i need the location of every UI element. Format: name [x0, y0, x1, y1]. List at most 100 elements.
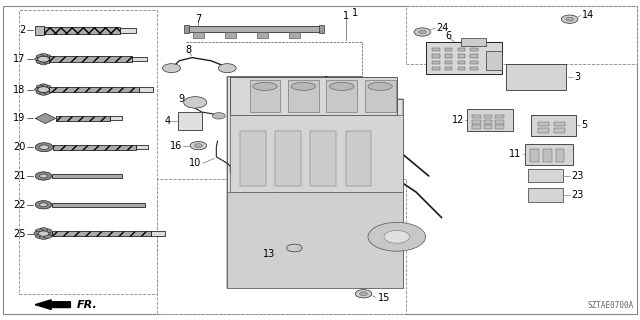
Text: 7: 7: [195, 14, 202, 24]
Circle shape: [368, 222, 426, 251]
Ellipse shape: [45, 88, 52, 92]
Bar: [531, 115, 576, 136]
Text: 2: 2: [19, 25, 26, 36]
Bar: [445, 48, 452, 51]
Ellipse shape: [253, 82, 277, 90]
Circle shape: [566, 17, 573, 21]
Bar: [230, 115, 403, 192]
Circle shape: [190, 141, 207, 150]
Bar: [193, 32, 204, 38]
Text: 19: 19: [13, 113, 26, 124]
Circle shape: [419, 30, 426, 34]
Bar: [445, 54, 452, 58]
Ellipse shape: [36, 55, 44, 59]
Bar: [472, 120, 481, 124]
Text: 25: 25: [13, 228, 26, 239]
Text: 9: 9: [178, 94, 184, 104]
Circle shape: [287, 244, 302, 252]
Text: 4: 4: [164, 116, 170, 126]
Circle shape: [218, 64, 236, 73]
Bar: [470, 48, 478, 51]
Text: 23: 23: [571, 171, 583, 181]
Ellipse shape: [40, 53, 47, 57]
Text: 11: 11: [509, 149, 522, 159]
Polygon shape: [227, 77, 403, 288]
Ellipse shape: [35, 57, 42, 61]
Bar: [470, 61, 478, 64]
Text: 5: 5: [581, 120, 588, 130]
Bar: [538, 122, 549, 126]
Bar: [538, 128, 549, 133]
Bar: [528, 169, 563, 182]
Text: 16: 16: [170, 140, 182, 151]
Bar: [310, 131, 336, 186]
FancyArrow shape: [35, 300, 70, 309]
Circle shape: [40, 174, 47, 178]
Bar: [484, 120, 492, 124]
Bar: [250, 80, 280, 112]
Text: 22: 22: [13, 200, 26, 210]
Bar: [346, 131, 371, 186]
Bar: [319, 25, 324, 33]
Text: SZTAE0700A: SZTAE0700A: [588, 301, 634, 310]
Ellipse shape: [36, 85, 44, 89]
Bar: [432, 67, 440, 70]
Text: 23: 23: [571, 190, 583, 200]
Ellipse shape: [36, 60, 44, 64]
Circle shape: [35, 201, 52, 209]
Bar: [458, 48, 465, 51]
Bar: [486, 51, 502, 70]
Bar: [230, 77, 397, 115]
Text: 24: 24: [436, 23, 449, 33]
Bar: [554, 128, 565, 133]
Circle shape: [384, 230, 410, 243]
Bar: [157, 179, 406, 314]
Bar: [136, 145, 148, 149]
Circle shape: [355, 290, 372, 298]
Ellipse shape: [35, 229, 44, 233]
Ellipse shape: [40, 228, 48, 232]
Bar: [49, 56, 132, 62]
Bar: [120, 28, 136, 33]
Ellipse shape: [44, 55, 51, 59]
Bar: [445, 67, 452, 70]
Ellipse shape: [40, 236, 48, 239]
Bar: [151, 231, 165, 236]
Text: 1: 1: [352, 8, 358, 19]
Ellipse shape: [34, 231, 42, 236]
Bar: [426, 42, 502, 74]
Bar: [506, 64, 566, 90]
Text: 3: 3: [574, 72, 580, 82]
Ellipse shape: [44, 234, 52, 238]
Ellipse shape: [40, 92, 47, 95]
Bar: [495, 115, 504, 118]
Text: 8: 8: [186, 44, 192, 55]
Ellipse shape: [40, 84, 47, 88]
Circle shape: [35, 172, 52, 180]
Bar: [186, 26, 320, 32]
Circle shape: [35, 143, 53, 152]
Bar: [110, 116, 122, 120]
Bar: [289, 32, 300, 38]
Bar: [458, 61, 465, 64]
Bar: [470, 54, 478, 58]
Bar: [495, 120, 504, 124]
Bar: [472, 115, 481, 118]
Circle shape: [40, 145, 49, 149]
Bar: [543, 149, 552, 162]
Bar: [178, 112, 202, 130]
Ellipse shape: [45, 231, 54, 236]
Bar: [49, 87, 139, 92]
Bar: [470, 67, 478, 70]
Bar: [257, 32, 268, 38]
Circle shape: [184, 97, 207, 108]
Bar: [472, 125, 481, 129]
Text: 14: 14: [582, 10, 595, 20]
Ellipse shape: [44, 90, 51, 94]
Polygon shape: [35, 113, 56, 124]
Text: 20: 20: [13, 142, 26, 152]
Ellipse shape: [368, 82, 392, 90]
Text: 13: 13: [262, 249, 275, 260]
Bar: [326, 80, 357, 112]
Bar: [484, 125, 492, 129]
